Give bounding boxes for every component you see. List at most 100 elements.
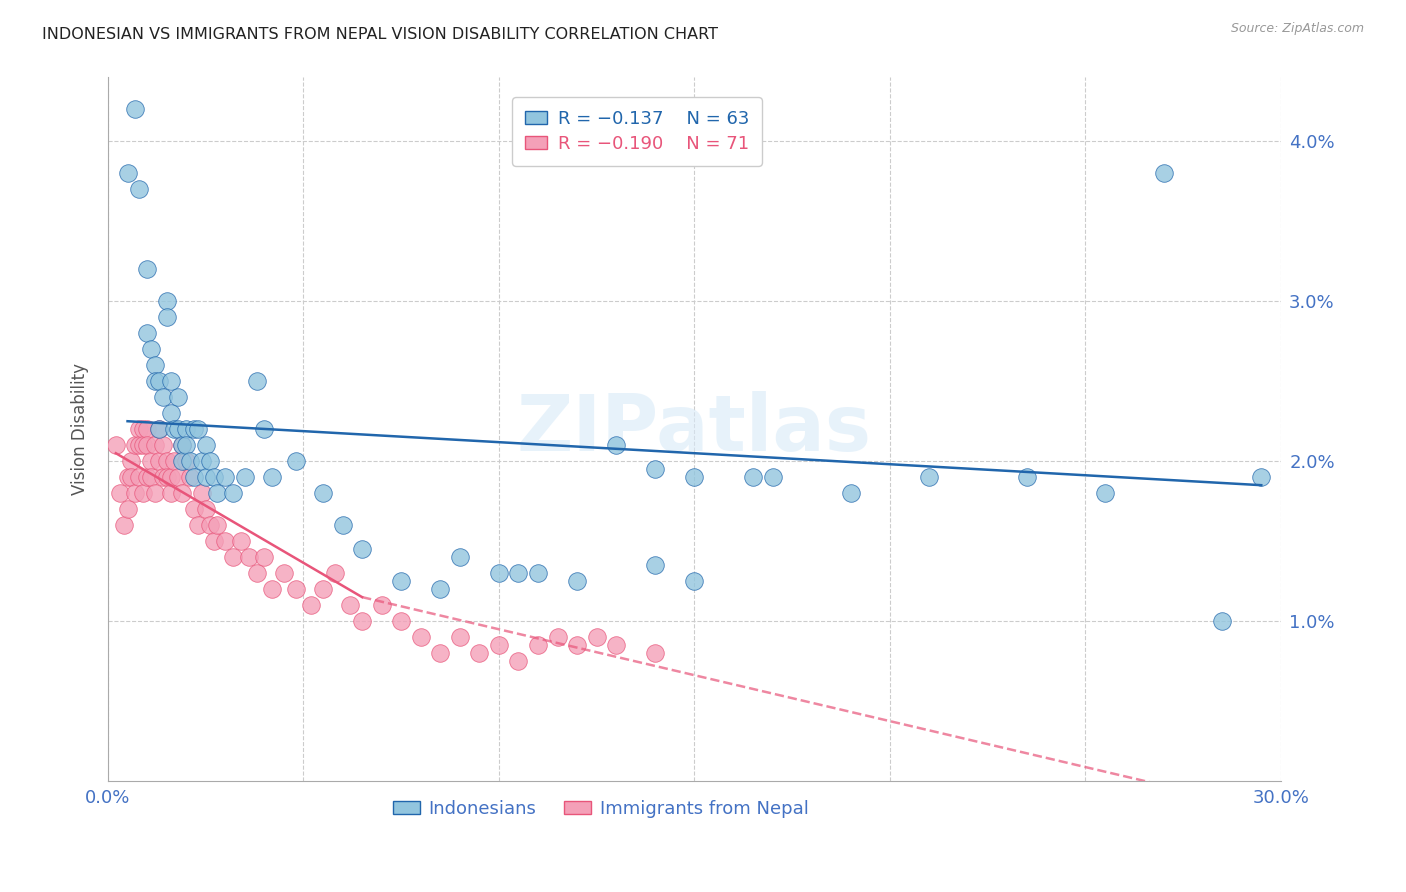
Point (1015, 470, 1038, 484)
Point (148, 422, 170, 436)
Point (143, 358, 166, 372)
Point (128, 470, 150, 484)
Point (136, 438, 159, 452)
Point (167, 422, 190, 436)
Point (132, 438, 155, 452)
Point (163, 422, 186, 436)
Point (152, 470, 174, 484)
Point (183, 422, 205, 436)
Point (124, 103, 146, 117)
Point (156, 470, 179, 484)
Point (253, 550, 276, 565)
Point (139, 470, 162, 484)
Point (120, 454, 142, 468)
Point (332, 518, 354, 533)
Point (152, 438, 174, 452)
Point (1211, 614, 1233, 628)
Point (605, 638, 627, 652)
Point (108, 486, 131, 500)
Point (143, 374, 166, 388)
Point (132, 486, 155, 500)
Point (143, 486, 166, 500)
Point (124, 486, 146, 500)
Point (167, 390, 190, 404)
Point (159, 374, 181, 388)
Point (139, 343, 162, 357)
Point (449, 630, 471, 644)
Point (683, 470, 706, 484)
Point (238, 550, 260, 565)
Point (172, 486, 194, 500)
Point (136, 326, 159, 341)
Point (139, 454, 162, 468)
Point (194, 438, 217, 452)
Point (352, 614, 374, 628)
Point (352, 542, 374, 557)
Point (202, 470, 225, 484)
Point (156, 454, 179, 468)
Point (136, 470, 159, 484)
Point (1153, 166, 1175, 180)
Point (262, 470, 284, 484)
Point (132, 422, 155, 436)
Point (174, 454, 197, 468)
Point (222, 486, 245, 500)
Point (163, 454, 186, 468)
Point (339, 598, 361, 612)
Point (143, 438, 166, 452)
Point (761, 470, 783, 484)
Point (117, 166, 139, 180)
Point (312, 486, 335, 500)
Point (159, 486, 181, 500)
Point (488, 566, 510, 581)
Point (172, 454, 194, 468)
Point (585, 630, 607, 644)
Point (214, 534, 236, 549)
Legend: Indonesians, Immigrants from Nepal: Indonesians, Immigrants from Nepal (385, 792, 815, 825)
Point (128, 422, 150, 436)
Point (148, 454, 170, 468)
Point (245, 374, 267, 388)
Point (233, 470, 256, 484)
Point (187, 518, 209, 533)
Point (449, 550, 471, 565)
Point (284, 582, 307, 596)
Point (156, 294, 179, 309)
Point (179, 470, 201, 484)
Point (128, 182, 150, 196)
Point (229, 534, 252, 549)
Point (508, 566, 530, 581)
Point (1094, 486, 1116, 500)
Point (172, 438, 194, 452)
Point (207, 518, 229, 533)
Point (156, 310, 179, 325)
Point (183, 470, 205, 484)
Point (136, 422, 159, 436)
Point (172, 438, 194, 452)
Text: ZIPatlas: ZIPatlas (517, 392, 872, 467)
Point (409, 630, 432, 644)
Point (194, 470, 217, 484)
Y-axis label: Vision Disability: Vision Disability (72, 363, 89, 495)
Text: Source: ZipAtlas.com: Source: ZipAtlas.com (1230, 22, 1364, 36)
Point (124, 438, 146, 452)
Point (605, 438, 627, 452)
Point (245, 566, 267, 581)
Point (644, 462, 666, 476)
Point (1250, 470, 1272, 484)
Point (389, 574, 412, 588)
Point (191, 454, 214, 468)
Point (468, 646, 491, 660)
Text: INDONESIAN VS IMMIGRANTS FROM NEPAL VISION DISABILITY CORRELATION CHART: INDONESIAN VS IMMIGRANTS FROM NEPAL VISI… (42, 27, 718, 42)
Point (222, 550, 245, 565)
Point (284, 454, 307, 468)
Point (183, 502, 205, 516)
Point (179, 454, 201, 468)
Point (174, 438, 197, 452)
Point (370, 598, 392, 612)
Point (112, 518, 135, 533)
Point (527, 638, 550, 652)
Point (117, 502, 139, 516)
Point (214, 470, 236, 484)
Point (159, 470, 181, 484)
